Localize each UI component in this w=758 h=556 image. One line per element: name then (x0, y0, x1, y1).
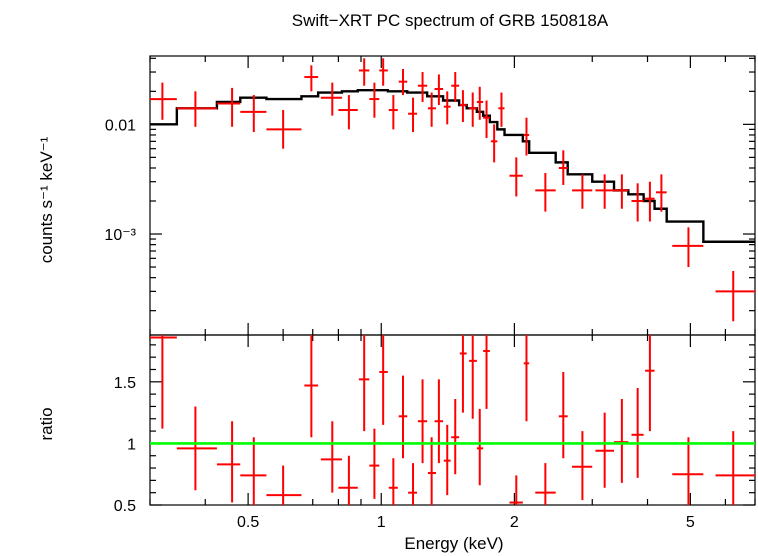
data-point (150, 82, 177, 120)
ratio-point (535, 463, 556, 505)
ratio-point (338, 455, 358, 505)
ratio-panel-frame (149, 334, 756, 506)
ratio-point (369, 428, 380, 499)
ratio-point (176, 406, 217, 491)
y-tick-label: 0.01 (105, 117, 136, 134)
data-point (490, 124, 498, 163)
data-point (358, 58, 370, 86)
x-tick-label: 0.5 (237, 514, 259, 531)
ratio-point (379, 335, 388, 425)
model-step-line (150, 88, 755, 243)
ratio-point (523, 335, 530, 422)
ratio-point (216, 421, 241, 503)
data-point (523, 117, 530, 156)
ratio-point (672, 437, 704, 505)
y-tick-label: 1 (127, 436, 136, 453)
ratio-point (266, 465, 302, 505)
data-point (434, 74, 444, 106)
ratio-plot-area (150, 335, 755, 505)
ratio-point (408, 463, 418, 505)
data-point (408, 97, 418, 133)
data-point (304, 65, 319, 92)
ratio-point (320, 421, 342, 493)
ratio-point (631, 387, 644, 478)
data-point (645, 181, 655, 222)
data-point (509, 157, 523, 197)
ratio-point (572, 431, 593, 501)
y-tick-label: 1.5 (114, 375, 136, 392)
x-tick-label: 2 (510, 514, 519, 531)
ratio-point (483, 335, 490, 409)
data-point (498, 92, 505, 127)
data-point (655, 174, 667, 212)
x-tick-label: 5 (686, 514, 695, 531)
y-axis-label-spectrum: counts s⁻¹ keV⁻¹ (37, 136, 56, 263)
data-point (715, 271, 755, 322)
ratio-point (434, 379, 444, 464)
data-point (443, 91, 451, 125)
data-point (595, 174, 615, 209)
data-point (176, 91, 217, 127)
data-point (266, 110, 302, 149)
data-point (535, 173, 556, 212)
ratio-point (558, 371, 568, 459)
data-point (483, 100, 490, 139)
ratio-point (459, 335, 467, 413)
data-point (427, 92, 437, 127)
data-point (459, 90, 467, 123)
data-point (398, 68, 408, 96)
data-point (572, 174, 593, 209)
y-tick-label: 10⁻³ (104, 227, 136, 244)
data-point (240, 95, 267, 133)
ratio-point (240, 437, 267, 505)
spectrum-plot-area (150, 58, 755, 322)
ratio-point (509, 475, 523, 505)
ratio-point (358, 335, 370, 432)
ratio-point (595, 412, 615, 488)
chart-title: Swift−XRT PC spectrum of GRB 150818A (292, 11, 609, 30)
data-point (388, 95, 398, 130)
data-point (469, 92, 477, 127)
ratio-point (715, 431, 755, 505)
data-point (369, 82, 380, 118)
data-point (379, 58, 388, 86)
data-point (417, 72, 428, 102)
data-point (451, 72, 460, 102)
y-axis-label-ratio: ratio (37, 407, 56, 440)
ratio-point (398, 375, 408, 459)
ratio-point (427, 437, 437, 505)
data-point (338, 95, 358, 130)
ratio-point (645, 335, 655, 432)
data-point (558, 150, 568, 185)
x-tick-label: 1 (377, 514, 386, 531)
data-point (631, 183, 644, 222)
ratio-point (388, 458, 398, 505)
data-point (216, 87, 241, 127)
ratio-point (476, 408, 484, 486)
data-point (476, 86, 484, 120)
data-point (672, 227, 704, 268)
ratio-point (614, 399, 629, 483)
ratio-point (150, 335, 177, 429)
x-axis-label: Energy (keV) (404, 534, 503, 553)
y-tick-label: 0.5 (114, 498, 136, 515)
ratio-point (304, 335, 319, 438)
data-point (320, 82, 342, 116)
ratio-point (451, 399, 460, 475)
ratio-point (469, 335, 477, 419)
ratio-point (443, 424, 451, 496)
data-point (614, 174, 629, 209)
ratio-point (417, 379, 428, 464)
